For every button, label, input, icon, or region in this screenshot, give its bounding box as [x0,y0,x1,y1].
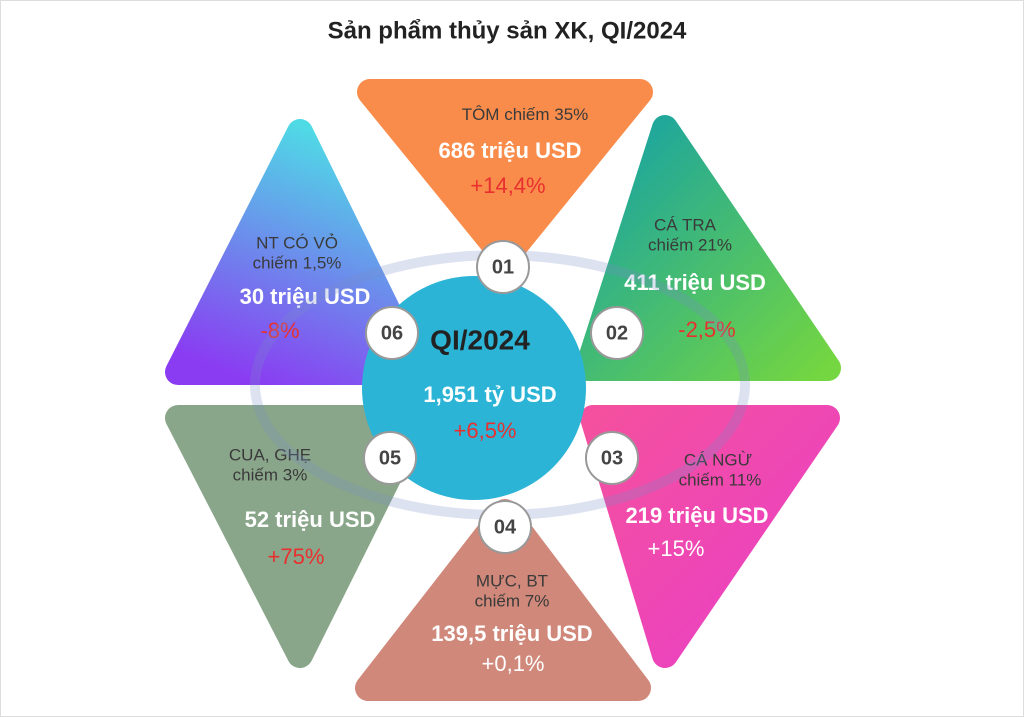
number-badge [476,240,530,294]
segment-share: chiếm 1,5% [253,253,342,272]
number-badge [365,306,419,360]
segment-shape [357,79,653,271]
segment-name: MỰC, BT [476,571,548,590]
segment-value: 139,5 triệu USD [431,621,592,646]
segment-share: chiếm 21% [648,235,732,254]
number-label: 06 [381,322,403,344]
segment-share: chiếm 7% [475,591,550,610]
segment-shape [580,405,840,668]
segment-change: +15% [648,536,705,561]
number-label: 02 [606,322,628,344]
segment-change: +0,1% [482,651,545,676]
number-label: 03 [601,447,623,469]
segment-change: -2,5% [678,317,735,342]
title: Sản phẩm thủy sản XK, QI/2024 [328,17,687,44]
center-period: QI/2024 [430,324,530,355]
segment-name: TÔM [462,105,500,124]
segment-name: CUA, GHẸ [229,445,311,464]
segment-shape [355,499,651,701]
number-badge [478,500,532,554]
segment-shape [575,115,841,381]
number-label: 04 [494,516,517,538]
segment-share: chiếm 3% [233,465,308,484]
number-badge [585,431,639,485]
segment-name: CÁ TRA [654,215,717,234]
segments: TÔM chiếm 35%686 triệu USD+14,4%CÁ TRAch… [165,79,841,701]
segment-change: +14,4% [470,173,545,198]
segment-share: chiếm 11% [679,470,762,489]
segment-shape [165,119,431,385]
number-label: 01 [492,256,514,278]
number-badge [590,306,644,360]
center-value: 1,951 tỷ USD [423,382,556,407]
segment-shape [165,405,431,668]
segment-change: +75% [268,544,325,569]
segment-value: 411 triệu USD [624,270,766,295]
segment-value: 219 triệu USD [625,503,768,528]
segment-name: CÁ NGỪ [684,450,752,469]
number-badge [363,431,417,485]
segment-share: chiếm 35% [504,105,588,124]
segment-change: -8% [260,318,299,343]
segment-label: TÔM chiếm 35% [462,105,589,124]
number-label: 05 [379,447,401,469]
segment-value: 52 triệu USD [245,507,376,532]
number-badges: 01 02 03 04 05 06 [363,240,644,554]
center-change: +6,5% [454,418,517,443]
segment-name: NT CÓ VỎ [256,233,338,252]
segment-value: 30 triệu USD [240,284,371,309]
segment-value: 686 triệu USD [438,138,581,163]
